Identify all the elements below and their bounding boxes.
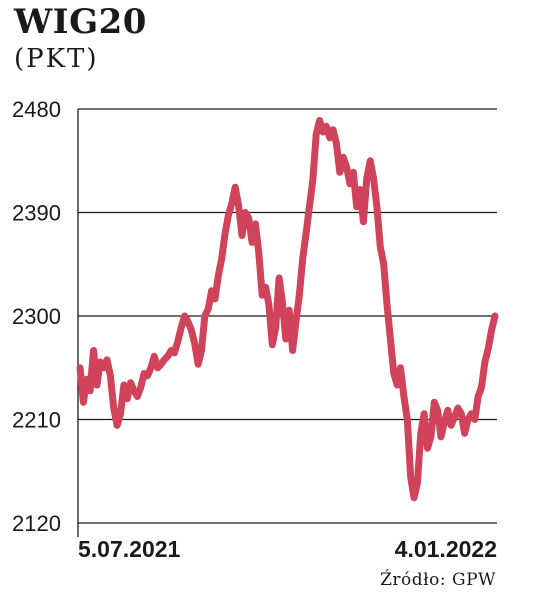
y-tick-label: 2120 xyxy=(12,511,61,536)
x-tick-label: 5.07.2021 xyxy=(78,536,181,562)
y-tick-label: 2210 xyxy=(12,408,61,433)
chart-title: WIG20 xyxy=(14,2,147,42)
series-group xyxy=(76,117,499,502)
x-axis: 5.07.2021 4.01.2022 xyxy=(77,109,497,562)
source-note: Źródło: GPW xyxy=(380,570,496,590)
series-line xyxy=(76,117,499,502)
y-tick-label: 2480 xyxy=(12,97,61,122)
y-axis: 2120 2210 2300 2390 2480 xyxy=(12,97,61,536)
unit-label: (PKT) xyxy=(14,44,99,74)
y-tick-label: 2300 xyxy=(12,304,61,329)
y-tick-label: 2390 xyxy=(12,201,61,226)
x-tick-label: 4.01.2022 xyxy=(395,536,497,562)
